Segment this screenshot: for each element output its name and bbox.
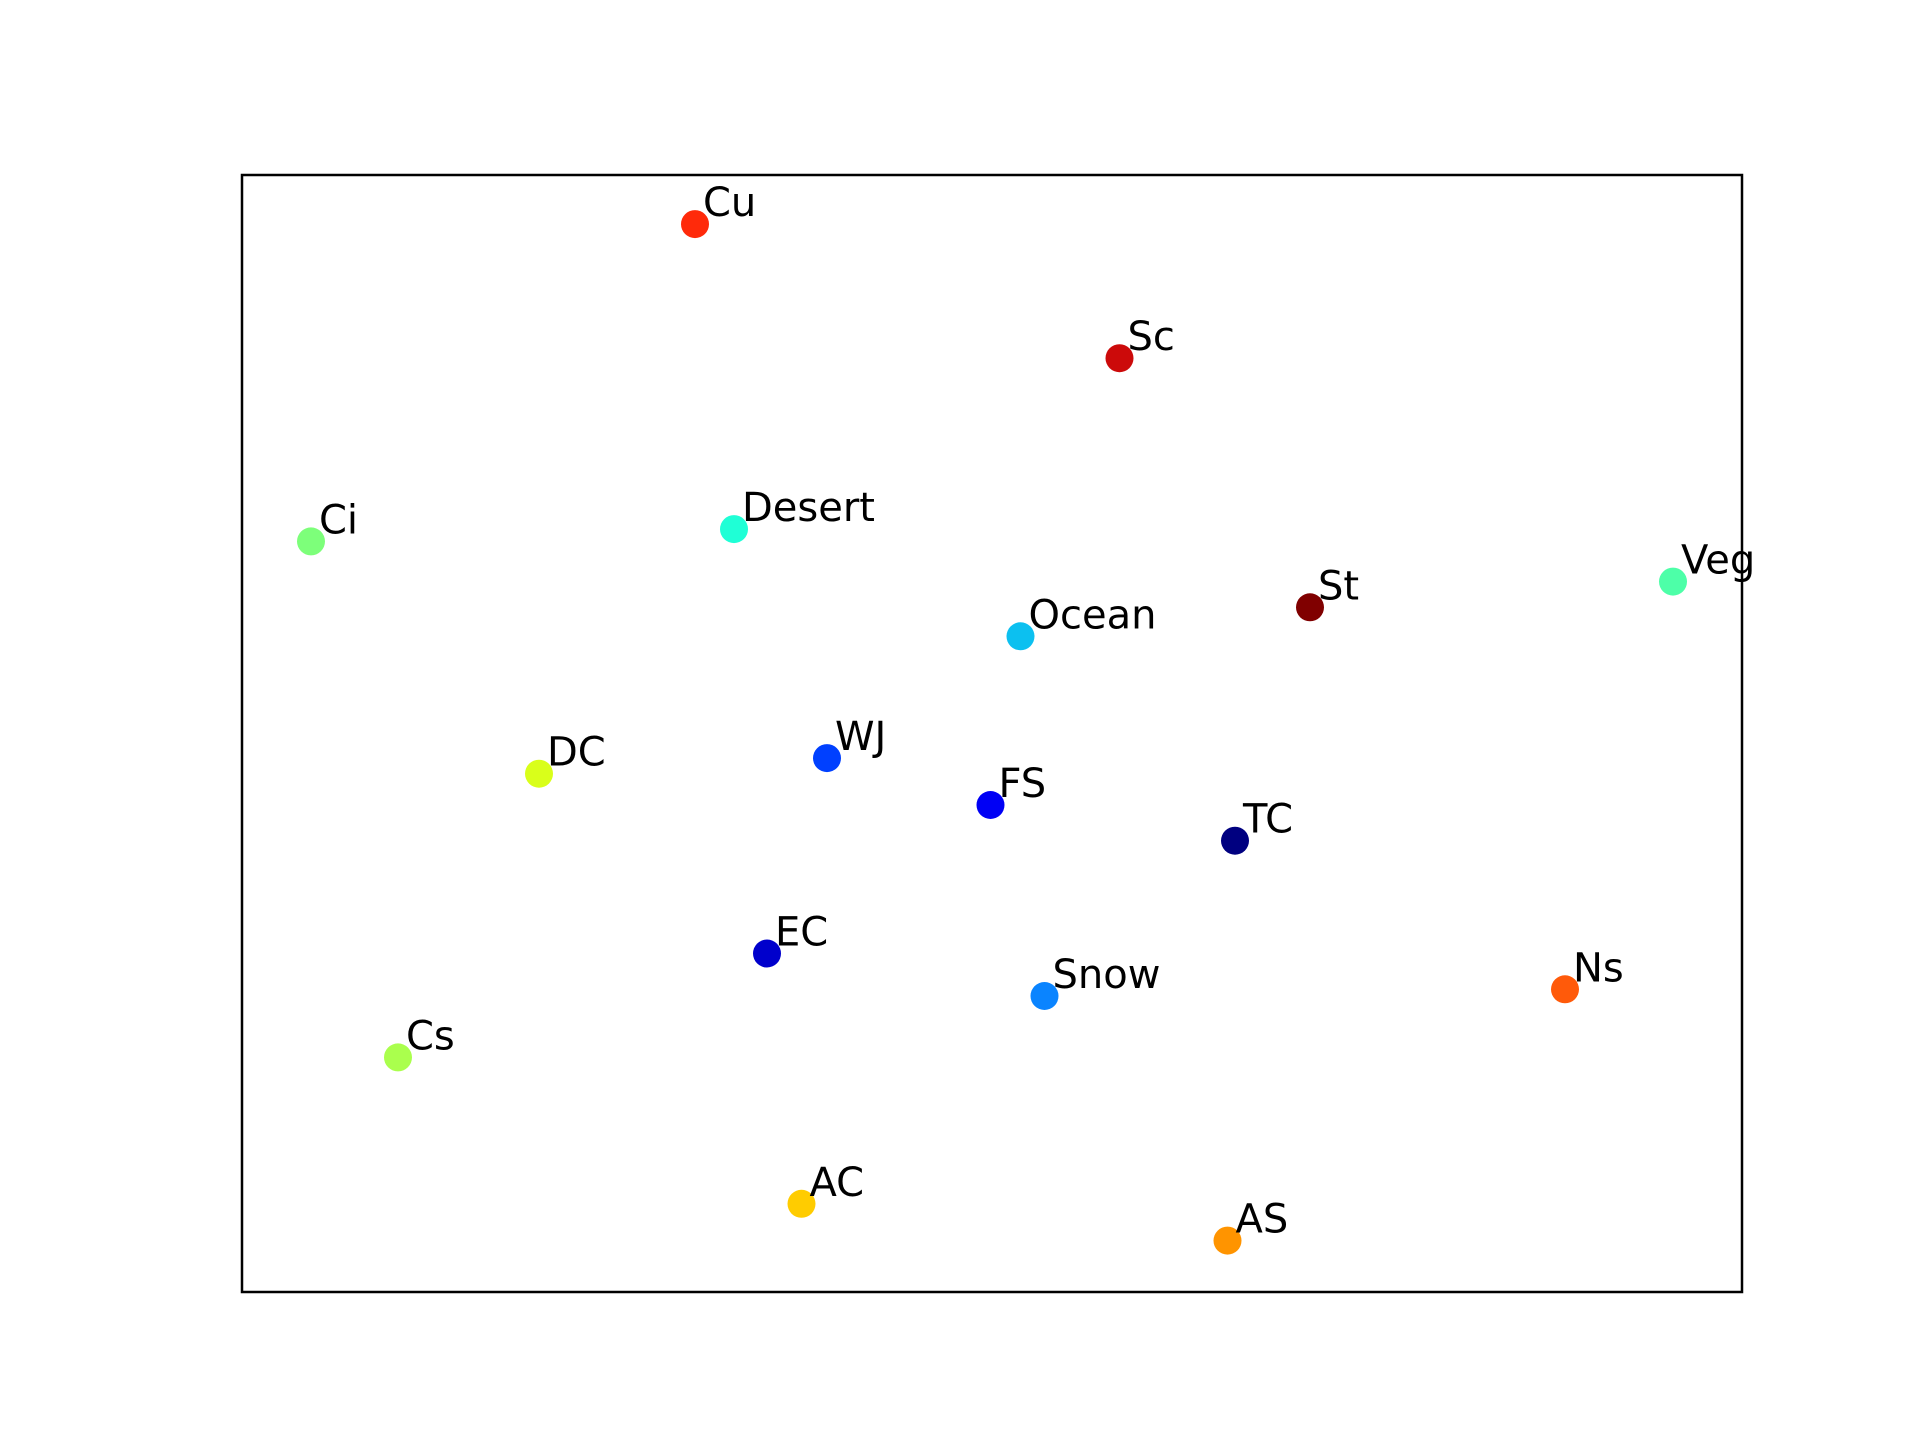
data-point-cs bbox=[384, 1043, 412, 1072]
data-label-ci: Ci bbox=[319, 497, 358, 543]
data-point-ns bbox=[1551, 975, 1579, 1004]
data-labels: Cu Sc Ci Desert St Veg Ocean DC WJ FS TC EC Snow Ns Cs… bbox=[319, 180, 1755, 1243]
data-point-desert bbox=[720, 515, 748, 544]
data-label-cs: Cs bbox=[406, 1013, 455, 1059]
data-label-wj: WJ bbox=[835, 714, 886, 760]
data-label-as: AS bbox=[1236, 1197, 1289, 1243]
data-point-st bbox=[1296, 593, 1324, 622]
plot-area-frame bbox=[240, 173, 1744, 1294]
data-point-veg bbox=[1659, 567, 1687, 596]
data-point-tc bbox=[1221, 826, 1249, 855]
data-point-sc bbox=[1105, 344, 1134, 373]
data-label-ocean: Ocean bbox=[1029, 592, 1157, 638]
data-label-ns: Ns bbox=[1573, 945, 1624, 991]
data-point-dc bbox=[525, 759, 553, 788]
data-label-cu: Cu bbox=[703, 180, 756, 226]
data-label-sc: Sc bbox=[1128, 314, 1175, 360]
data-label-ac: AC bbox=[810, 1160, 865, 1206]
data-label-veg: Veg bbox=[1681, 538, 1755, 584]
data-point-fs bbox=[976, 791, 1005, 819]
data-label-ec: EC bbox=[775, 910, 828, 956]
data-point-ec bbox=[753, 939, 781, 968]
data-points bbox=[297, 210, 1687, 1255]
data-label-snow: Snow bbox=[1053, 952, 1161, 998]
data-point-cu bbox=[681, 210, 709, 239]
data-label-st: St bbox=[1318, 563, 1359, 609]
data-point-snow bbox=[1030, 982, 1059, 1010]
data-point-ac bbox=[787, 1189, 816, 1218]
data-label-fs: FS bbox=[999, 761, 1047, 807]
data-label-tc: TC bbox=[1242, 797, 1293, 843]
data-label-desert: Desert bbox=[742, 485, 875, 531]
data-point-ci bbox=[297, 527, 325, 556]
data-point-as bbox=[1213, 1226, 1242, 1255]
data-point-ocean bbox=[1006, 622, 1035, 651]
data-point-wj bbox=[813, 744, 841, 773]
data-label-dc: DC bbox=[547, 730, 606, 776]
